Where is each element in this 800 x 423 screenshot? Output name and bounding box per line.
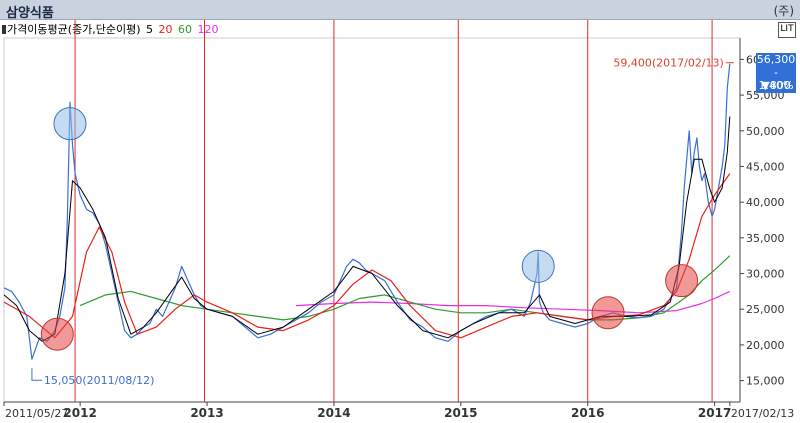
highlight-circle-blue bbox=[53, 107, 87, 141]
ma60-line bbox=[79, 255, 731, 321]
legend-period-20: 20 bbox=[158, 23, 173, 36]
legend-marker-icon bbox=[2, 25, 6, 34]
x-tick-label: 2013 bbox=[190, 406, 223, 420]
current-price-tag: 56,300 - 1.40% ▼800 bbox=[756, 53, 796, 93]
x-tick-label: 2015 bbox=[444, 406, 477, 420]
legend-period-120: 120 bbox=[197, 23, 219, 36]
y-tick-label: 15,000 bbox=[746, 375, 785, 388]
ma20-line bbox=[3, 173, 731, 339]
y-tick-label: 45,000 bbox=[746, 160, 785, 173]
y-tick-label: 35,000 bbox=[746, 232, 785, 245]
x-tick-label: 2016 bbox=[571, 406, 604, 420]
x-tick-label: 2017 bbox=[698, 406, 731, 420]
highlight-circle-red bbox=[591, 296, 625, 330]
low-annotation-label: 15,050(2011/08/12) bbox=[44, 374, 154, 387]
y-tick-label: 20,000 bbox=[746, 339, 785, 352]
current-price: 56,300 bbox=[756, 53, 796, 66]
x-tick-label: 2011/05/27 bbox=[5, 407, 68, 420]
high-annotation-label: 59,400(2017/02/13) bbox=[613, 57, 723, 70]
title-bar: 삼양식품 (주) bbox=[0, 0, 800, 21]
highlight-circle-red bbox=[665, 264, 699, 298]
stock-name: 삼양식품 bbox=[6, 6, 54, 21]
x-tick-label: 2014 bbox=[317, 406, 350, 420]
y-tick-label: 50,000 bbox=[746, 125, 785, 138]
ma5-line bbox=[3, 116, 731, 342]
low-annotation-pointer bbox=[31, 368, 42, 381]
plot-area bbox=[3, 37, 741, 403]
legend-period-60: 60 bbox=[178, 23, 193, 36]
highlight-circle-blue bbox=[521, 249, 555, 283]
y-tick-label: 30,000 bbox=[746, 268, 785, 281]
y-tick-label: 40,000 bbox=[746, 196, 785, 209]
legend-period-5: 5 bbox=[146, 23, 154, 36]
volume-change: ▼800 bbox=[761, 79, 791, 92]
lit-button[interactable]: LIT bbox=[778, 22, 796, 38]
highlight-circle-red bbox=[40, 317, 74, 351]
x-tick-label: 2012 bbox=[63, 406, 96, 420]
legend-label: 가격이동평균(종가,단순이평) bbox=[7, 23, 141, 36]
unit-label: (주) bbox=[773, 4, 794, 18]
price-change: - 1.40% bbox=[758, 66, 794, 92]
y-tick-label: 25,000 bbox=[746, 303, 785, 316]
x-tick-label: 2017/02/13 bbox=[731, 407, 794, 420]
indicator-legend: 가격이동평균(종가,단순이평) 5 20 60 120 bbox=[0, 21, 221, 37]
ma120-line bbox=[295, 290, 731, 314]
